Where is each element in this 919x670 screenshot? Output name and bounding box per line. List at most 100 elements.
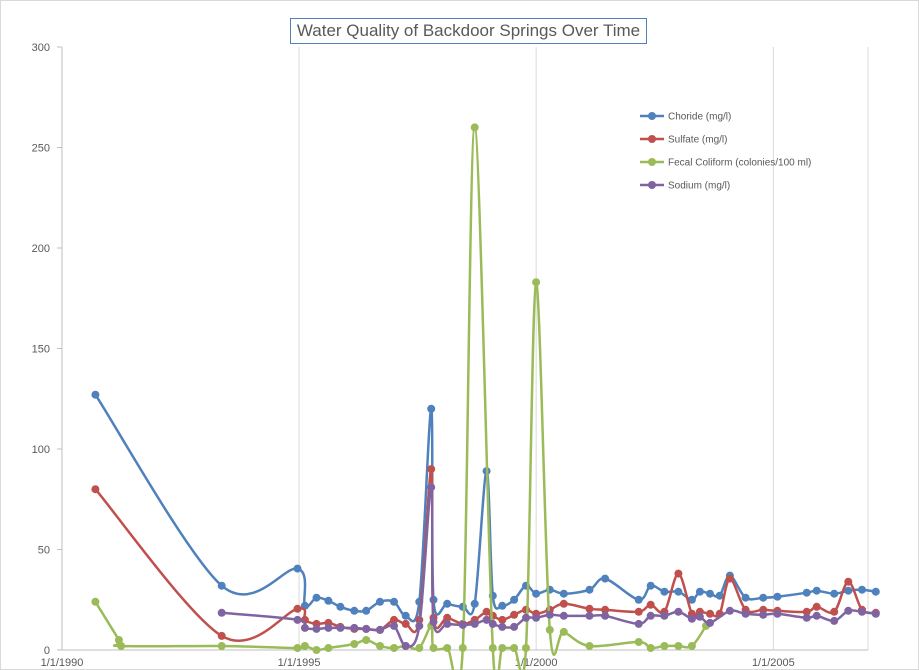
y-tick-label: 300 bbox=[32, 42, 50, 54]
data-point bbox=[350, 606, 359, 615]
data-point bbox=[759, 593, 768, 602]
data-point bbox=[871, 587, 880, 596]
data-point bbox=[415, 621, 424, 630]
data-point bbox=[498, 601, 507, 610]
data-point bbox=[443, 599, 452, 608]
legend-marker bbox=[648, 181, 656, 189]
legend-label: Fecal Coliform (colonies/100 ml) bbox=[668, 158, 811, 169]
data-point bbox=[401, 642, 410, 650]
data-point bbox=[114, 636, 123, 644]
legend-label: Sodium (mg/l) bbox=[668, 181, 730, 192]
data-point bbox=[427, 465, 436, 474]
data-point bbox=[545, 625, 554, 634]
y-tick-label: 50 bbox=[38, 545, 50, 557]
data-point bbox=[725, 574, 734, 583]
data-point bbox=[390, 644, 398, 652]
data-point bbox=[634, 607, 643, 616]
data-point bbox=[706, 609, 714, 618]
data-point bbox=[401, 619, 410, 628]
data-point bbox=[293, 644, 302, 652]
data-point bbox=[660, 587, 669, 596]
legend-label: Sulfate (mg/l) bbox=[668, 135, 727, 146]
data-point bbox=[695, 587, 704, 596]
data-point bbox=[634, 638, 643, 646]
legend-label: Choride (mg/l) bbox=[668, 112, 731, 123]
y-tick-label: 150 bbox=[32, 344, 50, 356]
y-tick-label: 250 bbox=[32, 143, 50, 155]
data-point bbox=[217, 608, 226, 617]
data-point bbox=[812, 586, 821, 595]
data-point bbox=[585, 604, 594, 613]
data-point bbox=[458, 602, 467, 611]
data-point bbox=[429, 644, 438, 652]
legend-entry: Choride (mg/l) bbox=[640, 112, 731, 123]
data-point bbox=[390, 615, 398, 624]
data-point bbox=[336, 602, 345, 611]
data-point bbox=[427, 483, 436, 492]
data-point bbox=[646, 600, 655, 609]
data-point bbox=[443, 644, 452, 652]
data-point bbox=[117, 642, 126, 650]
data-point bbox=[741, 593, 750, 602]
data-point bbox=[706, 589, 714, 598]
data-point bbox=[336, 623, 345, 632]
data-point bbox=[687, 614, 696, 623]
data-point bbox=[674, 642, 683, 650]
data-point bbox=[715, 591, 724, 600]
data-point bbox=[488, 644, 497, 652]
data-point bbox=[91, 485, 100, 494]
data-point bbox=[812, 611, 821, 620]
series-lines bbox=[91, 123, 880, 670]
data-point bbox=[293, 615, 302, 624]
data-point bbox=[773, 609, 782, 618]
data-point bbox=[532, 613, 541, 622]
data-point bbox=[532, 589, 541, 598]
legend-entry: Sulfate (mg/l) bbox=[640, 135, 727, 146]
data-point bbox=[844, 577, 853, 586]
data-point bbox=[443, 619, 452, 628]
data-point bbox=[498, 644, 507, 652]
data-point bbox=[470, 599, 479, 608]
y-tick-label: 0 bbox=[44, 645, 50, 657]
data-point bbox=[401, 611, 410, 620]
data-point bbox=[390, 621, 398, 630]
data-point bbox=[601, 611, 610, 620]
data-point bbox=[324, 596, 333, 605]
data-point bbox=[674, 607, 683, 616]
data-point bbox=[91, 597, 100, 606]
legend-entry: Fecal Coliform (colonies/100 ml) bbox=[640, 158, 811, 169]
x-tick-label: 1/1/2000 bbox=[515, 657, 558, 669]
series-line bbox=[94, 126, 708, 670]
data-point bbox=[324, 623, 333, 632]
data-point bbox=[300, 642, 309, 650]
data-point bbox=[376, 597, 384, 606]
data-point bbox=[858, 585, 866, 594]
data-point bbox=[470, 619, 479, 628]
data-point bbox=[362, 606, 371, 615]
data-point bbox=[830, 616, 839, 625]
data-point bbox=[482, 607, 491, 616]
data-point bbox=[646, 581, 655, 590]
data-point bbox=[759, 610, 768, 619]
data-point bbox=[545, 610, 554, 619]
data-point bbox=[376, 625, 384, 634]
data-point bbox=[293, 604, 302, 613]
legend-marker bbox=[648, 158, 656, 166]
data-point bbox=[674, 569, 683, 578]
data-point bbox=[458, 620, 467, 629]
x-tick-label: 1/1/1995 bbox=[278, 657, 321, 669]
data-point bbox=[812, 602, 821, 611]
y-tick-label: 200 bbox=[32, 243, 50, 255]
legend-marker bbox=[648, 112, 656, 120]
data-point bbox=[510, 644, 519, 652]
data-point bbox=[844, 586, 853, 595]
data-point bbox=[706, 618, 714, 627]
data-point bbox=[498, 622, 507, 631]
data-point bbox=[802, 588, 811, 597]
data-point bbox=[510, 610, 519, 619]
data-point bbox=[217, 631, 226, 640]
legend-marker bbox=[648, 135, 656, 143]
data-point bbox=[458, 644, 467, 652]
